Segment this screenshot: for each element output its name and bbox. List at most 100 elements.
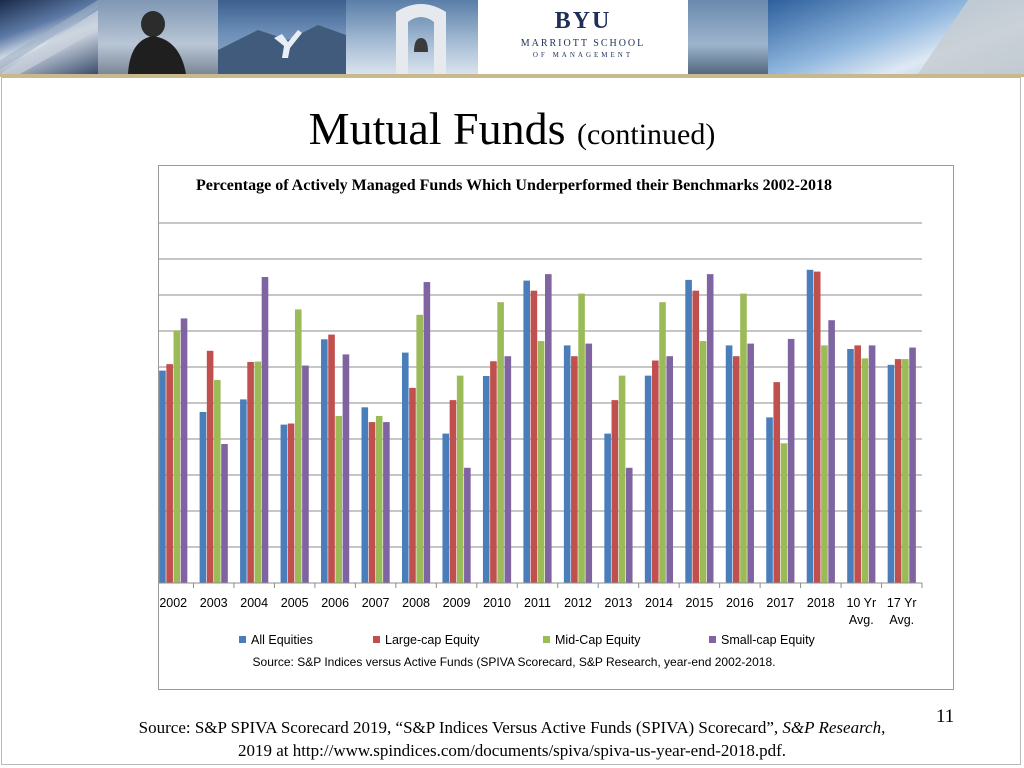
chart-title: Percentage of Actively Managed Funds Whi… — [196, 177, 832, 194]
building-image-icon — [0, 0, 98, 74]
legend-label: Mid-Cap Equity — [555, 633, 641, 647]
x-tick-label: 10 Yr — [846, 596, 876, 610]
legend-label: Large-cap Equity — [385, 633, 480, 647]
x-tick-label: 2010 — [483, 596, 511, 610]
bar — [321, 339, 328, 583]
bar — [490, 361, 497, 583]
bar — [409, 387, 416, 583]
bar — [578, 293, 585, 583]
bar — [335, 415, 343, 583]
bar — [706, 274, 714, 583]
source-text-a: Source: S&P SPIVA Scorecard 2019, “S&P I… — [138, 718, 783, 737]
x-tick-label: 2011 — [524, 596, 551, 610]
page-number: 11 — [936, 706, 955, 727]
banner-photo-y-mountain — [218, 0, 346, 74]
bar — [652, 360, 659, 583]
bar — [585, 343, 593, 583]
bell-tower-image-icon — [396, 4, 446, 74]
bar — [504, 356, 512, 583]
x-tick-label: 2018 — [807, 596, 835, 610]
bar — [280, 424, 288, 583]
y-mountain-image-icon — [218, 25, 346, 74]
bar — [854, 345, 861, 583]
bar — [828, 320, 835, 583]
slide-title-sub: (continued) — [577, 118, 716, 151]
bar — [423, 282, 431, 583]
bar — [666, 356, 674, 583]
bar — [699, 341, 707, 583]
bar — [545, 274, 552, 583]
byu-logo-line1: MARRIOTT SCHOOL — [520, 38, 646, 49]
slide-title: Mutual Funds (continued) — [0, 102, 1024, 155]
bar — [159, 370, 166, 583]
bar — [571, 356, 578, 583]
x-tick-label: 2007 — [362, 596, 390, 610]
bar — [449, 400, 457, 583]
bar — [685, 279, 692, 583]
byu-logo-main: BYU — [554, 8, 612, 34]
bar — [530, 290, 538, 583]
bar — [482, 376, 490, 583]
bar — [887, 364, 895, 583]
bar — [625, 467, 633, 583]
x-tick-label: 2004 — [240, 596, 268, 610]
x-tick-label: 2013 — [605, 596, 633, 610]
legend-swatch — [373, 636, 380, 643]
bar — [523, 280, 530, 583]
bar — [806, 269, 814, 583]
bar — [254, 361, 262, 583]
x-tick-label: Avg. — [889, 613, 914, 627]
byu-logo-line2: OF MANAGEMENT — [532, 51, 634, 59]
x-tick-label: 2003 — [200, 596, 228, 610]
source-citation-line2: 2019 at http://www.spindices.com/documen… — [237, 741, 787, 760]
bar — [618, 375, 626, 583]
bar — [456, 375, 464, 583]
bar — [361, 407, 369, 583]
bar — [294, 309, 302, 583]
x-tick-label: 2016 — [726, 596, 754, 610]
statue-image-icon — [128, 11, 186, 74]
bar — [644, 375, 652, 583]
bar — [821, 345, 828, 583]
building-corner-image-icon — [918, 0, 1024, 74]
banner-photo-campus — [688, 0, 768, 74]
bar — [287, 423, 295, 583]
bar — [199, 412, 207, 583]
x-tick-label: 2008 — [402, 596, 430, 610]
bar — [342, 354, 350, 583]
legend-swatch — [709, 636, 716, 643]
bar — [659, 302, 666, 583]
bar — [221, 444, 228, 583]
bar — [813, 271, 821, 583]
source-journal: S&P Research — [782, 718, 882, 737]
chart-footnote: Source: S&P Indices versus Active Funds … — [253, 655, 776, 669]
bar — [732, 356, 740, 583]
bar — [368, 422, 376, 583]
bar — [537, 341, 545, 583]
bar — [247, 361, 254, 583]
legend-label: All Equities — [251, 633, 313, 647]
bar — [261, 277, 269, 583]
bar — [780, 443, 788, 583]
bar — [416, 314, 423, 583]
header-banner: BYU MARRIOTT SCHOOL OF MANAGEMENT — [0, 0, 1024, 74]
bar — [240, 399, 247, 583]
x-tick-label: 2014 — [645, 596, 673, 610]
bar — [773, 382, 781, 583]
x-tick-label: 2009 — [443, 596, 471, 610]
slide-title-main: Mutual Funds — [308, 103, 566, 154]
bar — [725, 345, 733, 583]
x-tick-label: 2012 — [564, 596, 592, 610]
x-tick-label: 2017 — [766, 596, 794, 610]
x-tick-label: 2005 — [281, 596, 309, 610]
legend-swatch — [543, 636, 550, 643]
x-tick-label: 17 Yr — [887, 596, 917, 610]
bar — [180, 318, 188, 583]
bar — [909, 347, 916, 583]
bar — [894, 359, 902, 583]
bar — [563, 345, 571, 583]
bar — [787, 338, 795, 583]
bar — [302, 365, 309, 583]
byu-logo: BYU MARRIOTT SCHOOL OF MANAGEMENT — [478, 0, 688, 74]
bar — [383, 422, 390, 583]
